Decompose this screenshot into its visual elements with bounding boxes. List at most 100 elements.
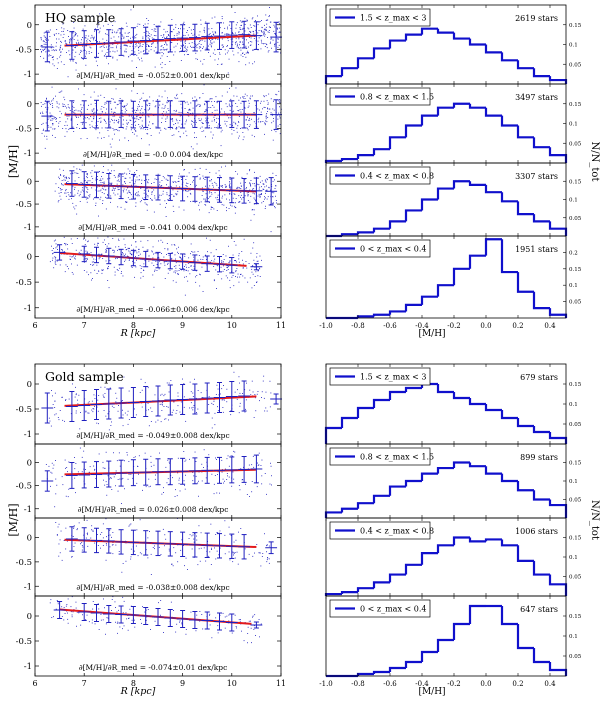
star-point xyxy=(134,626,136,628)
star-point xyxy=(199,127,201,129)
star-point xyxy=(200,392,202,394)
star-point xyxy=(261,202,263,204)
star-point xyxy=(238,48,240,49)
star-point xyxy=(215,617,217,619)
star-point xyxy=(213,33,215,35)
star-point xyxy=(217,199,219,201)
star-point xyxy=(147,537,149,539)
star-point xyxy=(221,262,223,263)
star-point xyxy=(99,132,101,134)
y-tick-label: -1 xyxy=(24,70,32,80)
y-tick-label: -0.5 xyxy=(16,200,32,210)
star-point xyxy=(260,39,262,41)
star-point xyxy=(179,136,181,138)
star-point xyxy=(235,123,237,125)
star-point xyxy=(184,50,186,52)
star-point xyxy=(85,256,86,258)
star-point xyxy=(142,36,144,38)
star-point xyxy=(184,488,186,490)
star-point xyxy=(55,45,57,47)
star-point xyxy=(232,561,234,563)
star-point xyxy=(176,93,178,95)
star-point xyxy=(269,380,271,382)
star-point xyxy=(141,266,143,268)
star-point xyxy=(97,237,99,239)
star-point xyxy=(274,26,276,28)
star-point xyxy=(123,191,124,193)
star-point xyxy=(71,198,72,200)
star-point xyxy=(138,473,139,475)
star-point xyxy=(74,457,75,458)
histogram-bin xyxy=(436,284,454,297)
star-point xyxy=(208,187,210,189)
star-point xyxy=(65,527,67,529)
star-point xyxy=(186,49,188,51)
star-point xyxy=(128,461,130,462)
star-point xyxy=(105,250,107,252)
star-point xyxy=(240,188,242,189)
star-point xyxy=(87,117,88,118)
star-point xyxy=(196,275,198,276)
star-point xyxy=(211,637,213,639)
binned-errorbar xyxy=(53,601,66,619)
star-point xyxy=(204,104,206,106)
star-point xyxy=(59,49,61,51)
star-point xyxy=(223,259,225,260)
star-point xyxy=(227,475,228,477)
star-point xyxy=(55,413,57,415)
star-point xyxy=(183,383,185,385)
star-point xyxy=(102,394,104,396)
star-point xyxy=(179,490,181,492)
star-point xyxy=(242,259,243,261)
star-point xyxy=(64,105,66,107)
star-point xyxy=(165,538,167,540)
star-point xyxy=(254,136,255,138)
binned-errorbar xyxy=(238,20,251,49)
star-point xyxy=(222,186,223,188)
star-point xyxy=(70,192,72,194)
star-point xyxy=(217,632,219,634)
y-tick-label: -0.5 xyxy=(16,637,32,647)
star-point xyxy=(106,494,108,496)
gradient-annotation: ∂[M/H]/∂R_med = -0.049±0.008 dex/kpc xyxy=(76,431,229,440)
star-point xyxy=(176,410,178,411)
star-point xyxy=(254,614,256,616)
star-point xyxy=(129,45,131,47)
star-point xyxy=(59,195,61,197)
star-point xyxy=(175,265,177,267)
star-point xyxy=(75,62,77,64)
star-point xyxy=(115,392,117,394)
star-point xyxy=(252,265,254,267)
star-point xyxy=(191,269,193,271)
star-point xyxy=(252,209,254,210)
star-point xyxy=(217,532,218,534)
star-point xyxy=(106,536,107,538)
star-point xyxy=(254,276,256,277)
star-point xyxy=(40,102,42,103)
star-point xyxy=(202,175,204,177)
star-point xyxy=(101,50,103,52)
star-point xyxy=(43,128,44,130)
star-point xyxy=(110,195,112,197)
binned-errorbar xyxy=(164,24,177,53)
star-point xyxy=(93,109,95,111)
star-point xyxy=(106,52,108,53)
star-point xyxy=(256,256,258,258)
star-point xyxy=(244,54,246,55)
star-point xyxy=(211,417,213,419)
star-point xyxy=(178,131,180,133)
star-point xyxy=(239,489,241,491)
star-point xyxy=(42,49,44,51)
histogram-bin xyxy=(404,33,422,41)
star-point xyxy=(180,177,182,178)
hq-hist-x-tick-label: 0.2 xyxy=(512,322,523,330)
star-point xyxy=(101,111,103,113)
star-point xyxy=(98,118,100,119)
star-point xyxy=(244,389,246,391)
star-point xyxy=(185,629,187,630)
star-point xyxy=(270,38,272,40)
star-point xyxy=(199,611,201,612)
star-point xyxy=(86,614,88,616)
histogram-bin xyxy=(484,107,502,117)
star-point xyxy=(121,38,123,40)
